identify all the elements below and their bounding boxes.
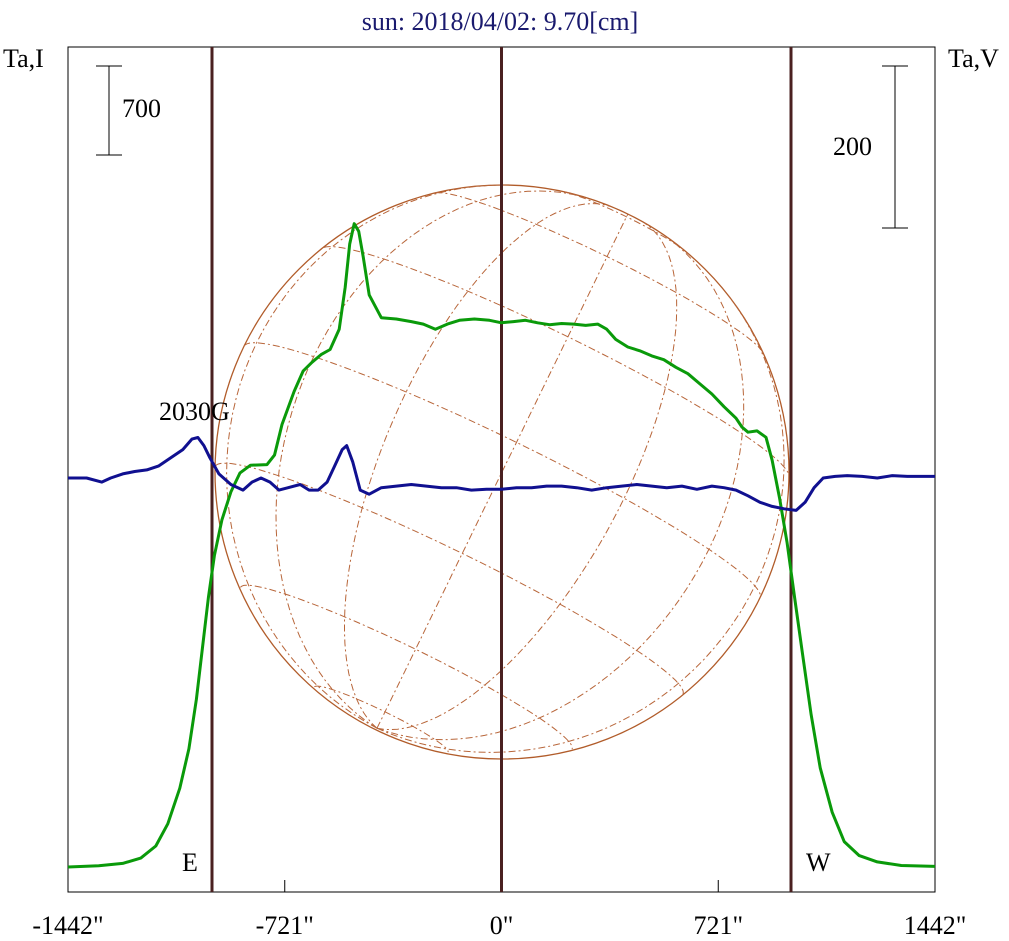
x-tick-label: -1442" [32, 911, 103, 940]
x-tick-label: 1442" [904, 911, 967, 940]
grid-line [376, 295, 785, 753]
limb-marker-lines [210, 47, 793, 892]
chart-title: sun: 2018/04/02: 9.70[cm] [362, 7, 639, 36]
grid-line [376, 222, 678, 731]
annotation-2030G: 2030G [159, 397, 230, 426]
grid-line [215, 462, 684, 695]
series-line-V [68, 436, 935, 512]
grid-line [344, 203, 611, 729]
grid-line [323, 246, 790, 475]
grid-line [376, 214, 629, 729]
grid-line [240, 584, 573, 750]
x-axis-ticks: -1442" -721" 0" 721" 1442" [32, 880, 966, 940]
grid-line [564, 191, 685, 251]
scale-bar-right-label: 200 [833, 132, 872, 161]
x-tick-label: 721" [693, 911, 743, 940]
grid-line [275, 190, 586, 729]
limb-label-east: E [182, 848, 198, 877]
y-axis-label-right: Ta,V [948, 44, 999, 73]
scale-bar-left [96, 65, 122, 156]
y-axis-label-left: Ta,I [3, 44, 44, 73]
grid-line [243, 342, 761, 598]
limb-label-west: W [806, 848, 831, 877]
heliographic-grid [215, 184, 790, 753]
grid-line [226, 184, 502, 729]
x-tick-label: -721" [256, 911, 314, 940]
x-tick-label: 0" [490, 911, 514, 940]
grid-line [435, 192, 764, 353]
series-line-I [67, 222, 936, 869]
series-layer [67, 222, 936, 869]
grid-line [314, 685, 449, 753]
scale-bar-right [882, 65, 908, 229]
scale-bar-left-label: 700 [122, 94, 161, 123]
